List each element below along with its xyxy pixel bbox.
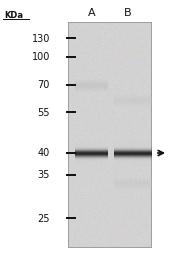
Text: 130: 130 — [32, 34, 50, 44]
Text: 35: 35 — [38, 170, 50, 180]
Text: 40: 40 — [38, 148, 50, 158]
Text: B: B — [124, 8, 132, 18]
Text: A: A — [88, 8, 96, 18]
Text: 55: 55 — [38, 108, 50, 118]
Text: 100: 100 — [32, 52, 50, 62]
Text: 70: 70 — [38, 80, 50, 91]
Text: 25: 25 — [38, 214, 50, 223]
Text: KDa: KDa — [4, 11, 23, 20]
